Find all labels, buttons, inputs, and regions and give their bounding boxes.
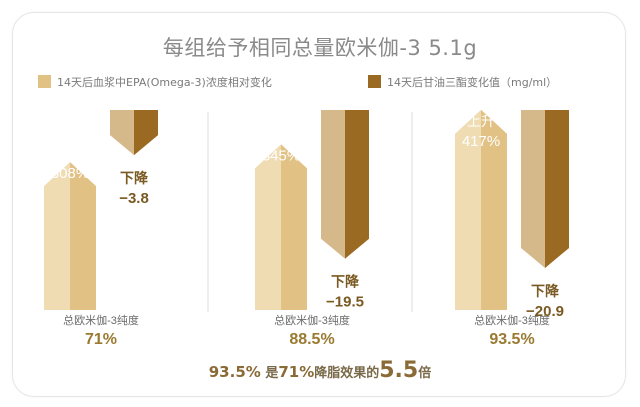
epa-up-word-2: 上升: [467, 113, 495, 129]
footer-summary: 93.5% 是71%降脂效果的5.5倍: [0, 358, 640, 383]
legend-label-tg: 14天后甘油三酯变化值（mg/ml）: [387, 76, 558, 89]
epa-up-word-1: 上升: [267, 127, 295, 143]
footer-pct-high: 93.5%: [208, 363, 261, 381]
footer-text-effect: 降脂效果的: [314, 366, 380, 381]
tg-bar-1-dark: [345, 110, 369, 259]
epa-up-value-1: 345%: [262, 147, 300, 164]
epa-up-value-2: 417%: [462, 133, 500, 150]
legend-item-tg: 14天后甘油三酯变化值（mg/ml）: [368, 74, 557, 90]
tg-down-value-2: −20.9: [526, 303, 564, 320]
tg-down-word-0: 下降: [120, 170, 149, 186]
footer-multiplier: 5.5: [379, 358, 419, 383]
epa-up-value-0: 308%: [51, 165, 89, 182]
tg-bar-2-dark: [545, 110, 569, 268]
tg-down-value-0: −3.8: [119, 190, 149, 207]
tg-bar-0-dark: [134, 110, 158, 156]
purity-label-1: 总欧米伽-3纯度: [274, 313, 350, 327]
purity-value-0: 71%: [85, 331, 117, 348]
legend-label-epa: 14天后血浆中EPA(Omega-3)浓度相对变化: [57, 76, 272, 89]
purity-label-0: 总欧米伽-3纯度: [63, 313, 139, 327]
purity-label-2: 总欧米伽-3纯度: [474, 313, 550, 327]
epa-bar-0-dark: [70, 162, 96, 310]
purity-value-2: 93.5%: [489, 331, 534, 348]
footer-text-is: 是: [260, 366, 279, 381]
epa-up-word-0: 上升: [56, 145, 84, 161]
purity-value-1: 88.5%: [289, 331, 334, 348]
tg-down-word-2: 下降: [531, 283, 560, 299]
legend-item-epa: 14天后血浆中EPA(Omega-3)浓度相对变化: [38, 74, 272, 90]
footer-text-times: 倍: [418, 366, 432, 381]
tg-down-value-1: −19.5: [326, 294, 364, 311]
chart-title: 每组给予相同总量欧米伽-3 5.1g: [162, 36, 478, 60]
epa-bar-1-dark: [281, 144, 307, 310]
tg-down-word-1: 下降: [331, 274, 360, 290]
footer-pct-low: 71%: [278, 363, 315, 381]
epa-bar-2-dark: [481, 109, 507, 310]
legend-swatch-tg: [368, 75, 381, 88]
legend-swatch-epa: [38, 75, 51, 88]
